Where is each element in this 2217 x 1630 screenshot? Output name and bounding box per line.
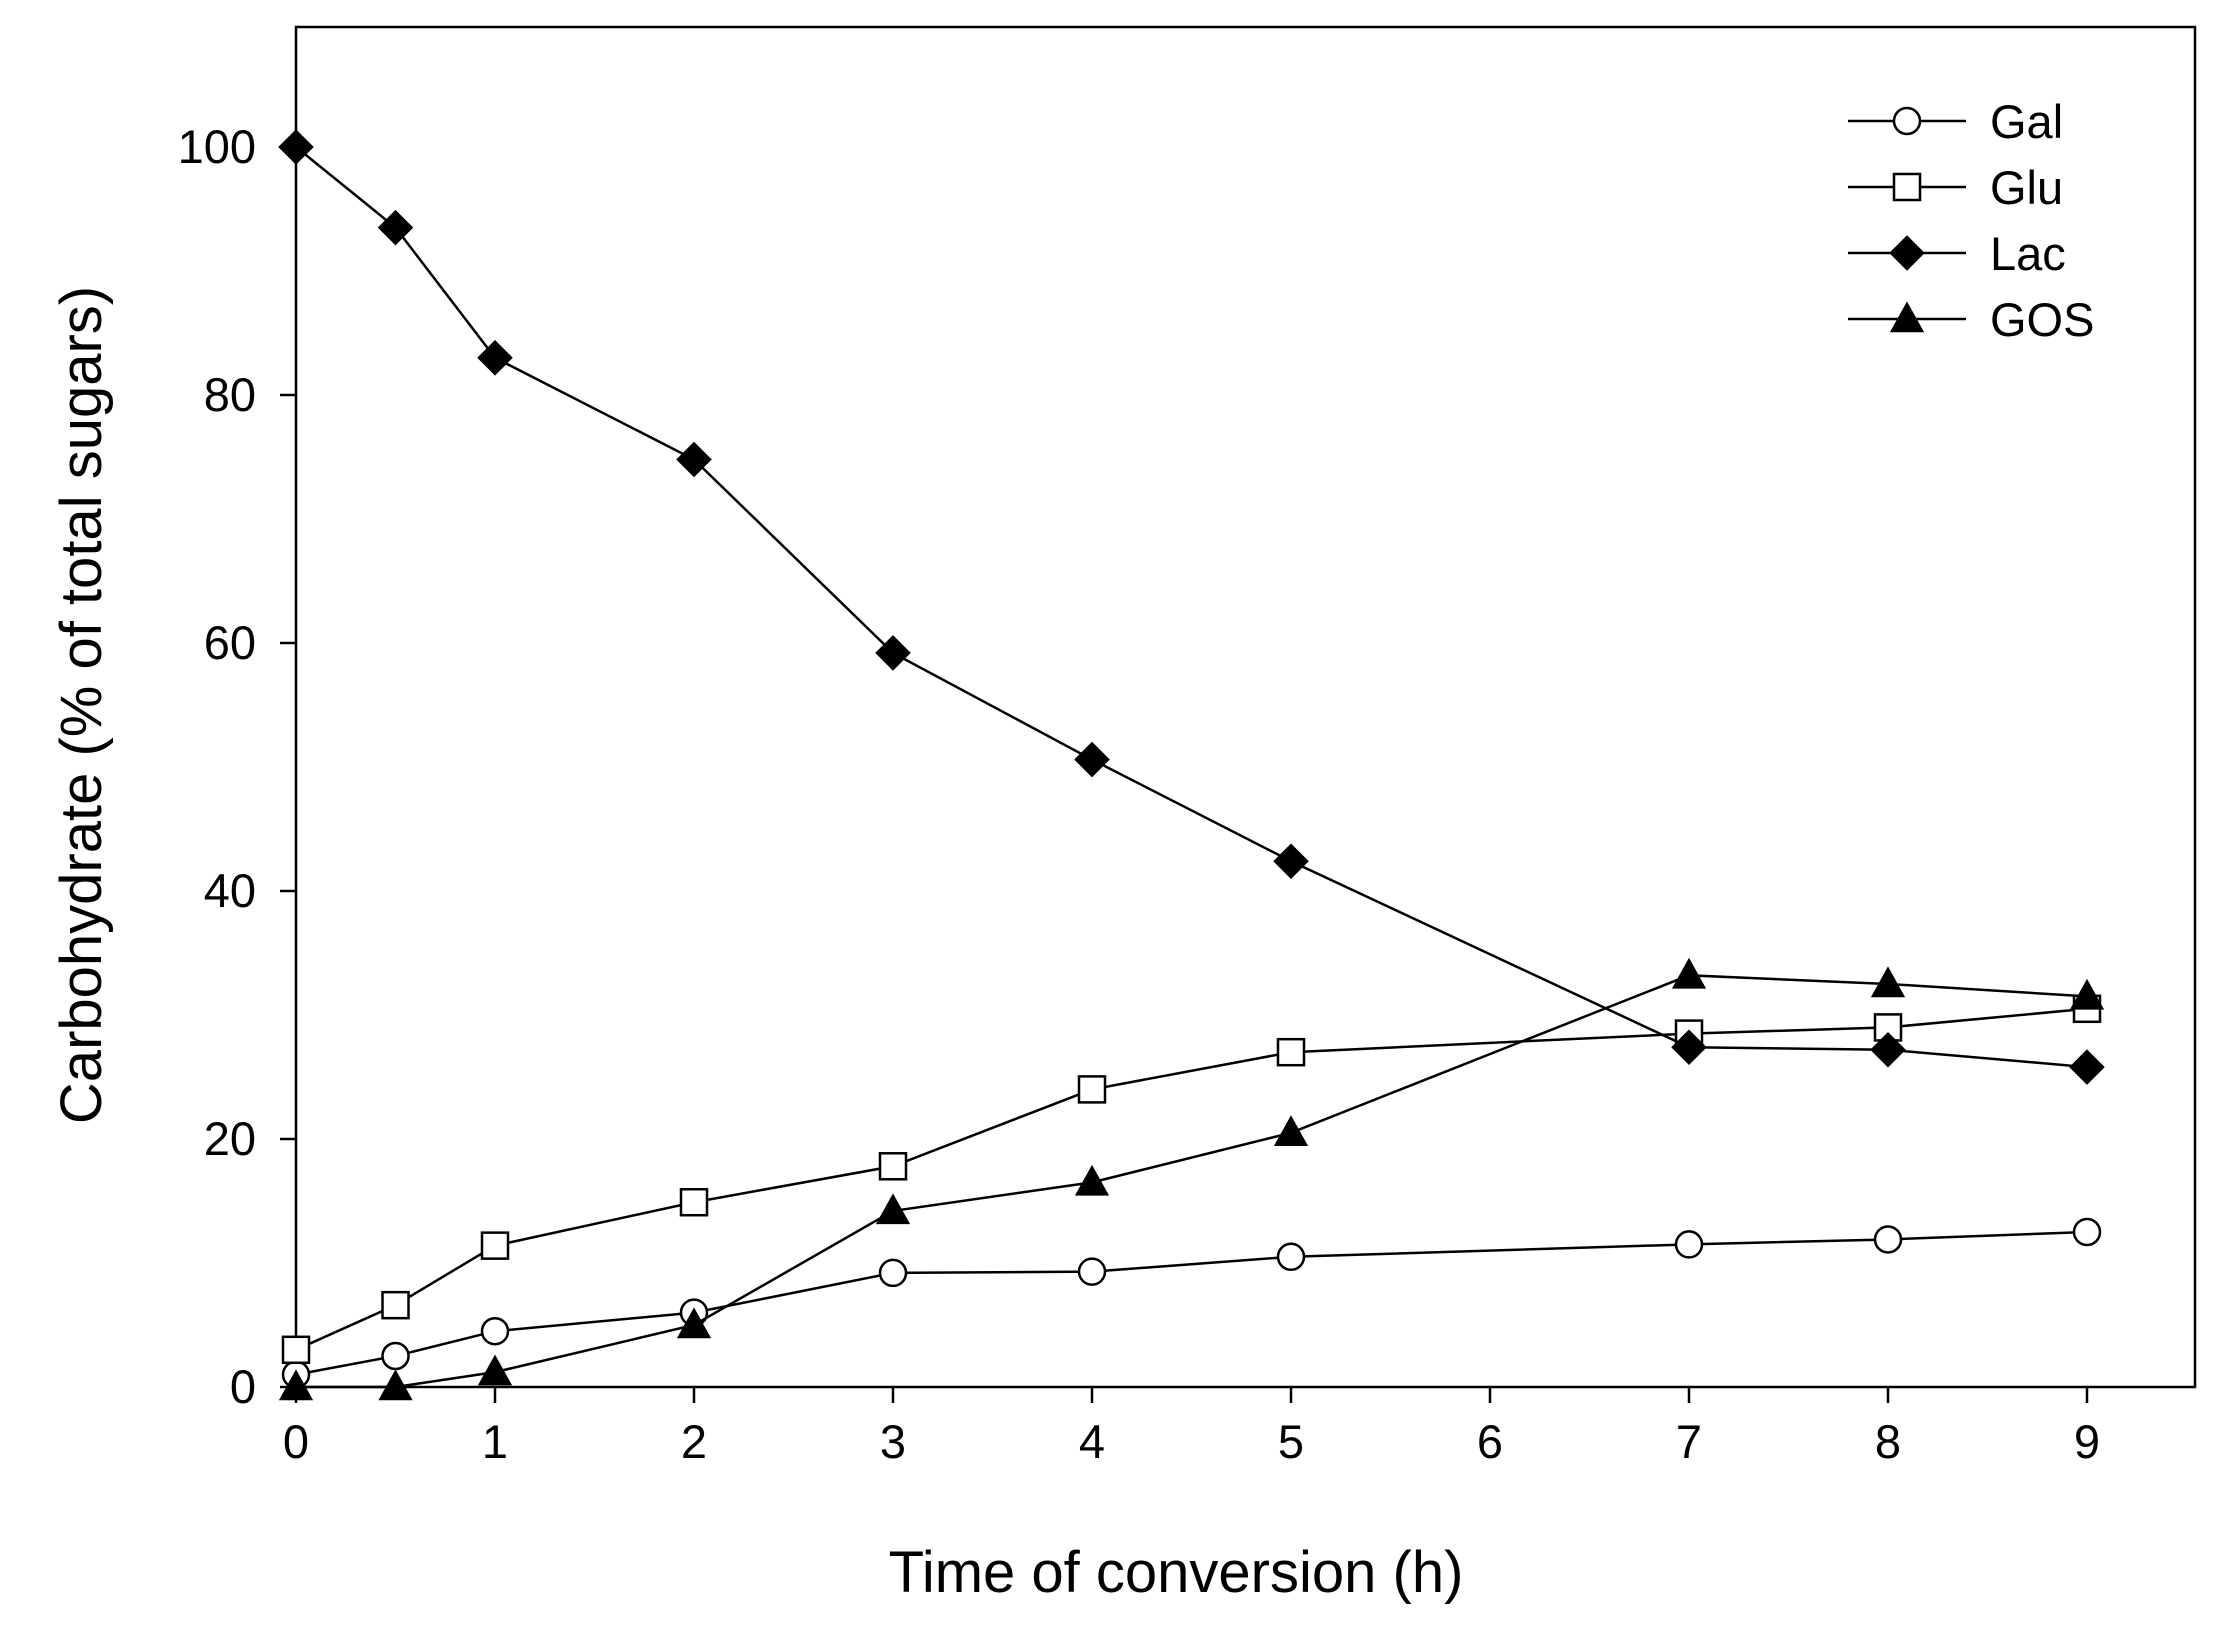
- y-tick-label: 80: [204, 368, 256, 421]
- series-gal: [281, 1217, 2102, 1389]
- x-tick-label: 3: [880, 1415, 906, 1468]
- series-layer: [278, 129, 2105, 1401]
- x-tick-label: 7: [1676, 1415, 1702, 1468]
- data-point-gos: [378, 1369, 413, 1401]
- data-point-lac: [1671, 1029, 1707, 1066]
- y-axis-title: Carbohydrate (% of total sugars): [49, 286, 114, 1124]
- legend-marker-glu: [1892, 172, 1922, 202]
- data-point-gal: [1077, 1257, 1107, 1286]
- legend-label-gos: GOS: [1990, 293, 2094, 346]
- legend-label-glu: Glu: [1990, 161, 2063, 214]
- series-gos: [278, 957, 2105, 1401]
- data-point-gos: [1273, 1115, 1309, 1147]
- data-point-glu: [1276, 1037, 1306, 1067]
- legend-label-lac: Lac: [1990, 227, 2066, 280]
- data-point-gal: [381, 1341, 410, 1371]
- x-tick-label: 2: [681, 1415, 707, 1468]
- legend-item-lac: Lac: [1848, 227, 2066, 280]
- y-tick-label: 20: [204, 1112, 256, 1165]
- x-tick-label: 8: [1875, 1415, 1901, 1468]
- legend-item-gal: Gal: [1848, 95, 2063, 148]
- data-point-glu: [1077, 1075, 1107, 1104]
- data-point-lac: [377, 209, 414, 246]
- data-point-lac: [477, 340, 513, 376]
- y-tick-label: 100: [178, 120, 256, 173]
- legend-label-gal: Gal: [1990, 95, 2063, 148]
- data-point-lac: [875, 635, 911, 671]
- data-point-gal: [878, 1258, 908, 1288]
- legend-marker-gal: [1892, 106, 1922, 136]
- data-point-gal: [480, 1316, 510, 1346]
- series-line-gal: [295, 1230, 2088, 1376]
- legend-item-gos: GOS: [1848, 293, 2094, 346]
- data-point-gos: [2069, 978, 2105, 1010]
- series-line-gos: [296, 974, 2088, 1389]
- x-tick-label: 0: [283, 1415, 309, 1468]
- data-point-glu: [480, 1231, 510, 1260]
- plot-frame: [294, 25, 2197, 1389]
- data-point-glu: [679, 1187, 709, 1217]
- data-point-lac: [278, 129, 314, 165]
- data-point-lac: [1074, 741, 1110, 778]
- data-point-gal: [1674, 1230, 1704, 1259]
- data-point-lac: [2069, 1049, 2105, 1085]
- data-point-lac: [1273, 843, 1309, 880]
- series-line-glu: [295, 1007, 2088, 1351]
- x-tick-label: 9: [2074, 1415, 2100, 1468]
- data-point-glu: [281, 1335, 311, 1365]
- data-point-gos: [477, 1354, 513, 1386]
- legend: Gal Glu Lac GOS: [1848, 95, 2094, 346]
- data-point-gos: [676, 1307, 712, 1339]
- x-tick-label: 4: [1079, 1415, 1105, 1468]
- data-point-lac: [1870, 1031, 1906, 1068]
- x-axis-title: Time of conversion (h): [889, 1540, 1464, 1605]
- axis-ticks: 0 1 2 3 4 5 6 7 8 9 0 20 40 60 80 100: [178, 120, 2100, 1468]
- x-tick-label: 6: [1477, 1415, 1503, 1468]
- data-point-glu: [381, 1290, 410, 1320]
- legend-marker-gos: [1889, 301, 1925, 333]
- y-tick-label: 40: [204, 864, 256, 917]
- y-tick-label: 60: [204, 616, 256, 669]
- legend-item-glu: Glu: [1848, 161, 2063, 214]
- data-point-gal: [1873, 1225, 1903, 1254]
- data-point-gos: [1074, 1164, 1110, 1196]
- series-line-lac: [295, 146, 2088, 1069]
- data-point-gos: [875, 1193, 911, 1225]
- series-lac: [278, 129, 2105, 1085]
- data-point-glu: [878, 1152, 908, 1181]
- data-point-gal: [2072, 1217, 2102, 1247]
- data-point-lac: [676, 441, 712, 478]
- data-point-gos: [278, 1369, 314, 1401]
- data-point-gal: [1276, 1242, 1306, 1272]
- legend-marker-lac: [1889, 235, 1925, 271]
- x-tick-label: 1: [482, 1415, 508, 1468]
- data-point-gos: [1870, 966, 1906, 998]
- y-tick-label: 0: [230, 1360, 256, 1413]
- x-tick-label: 5: [1278, 1415, 1304, 1468]
- data-point-gos: [1671, 957, 1707, 989]
- series-glu: [281, 994, 2102, 1365]
